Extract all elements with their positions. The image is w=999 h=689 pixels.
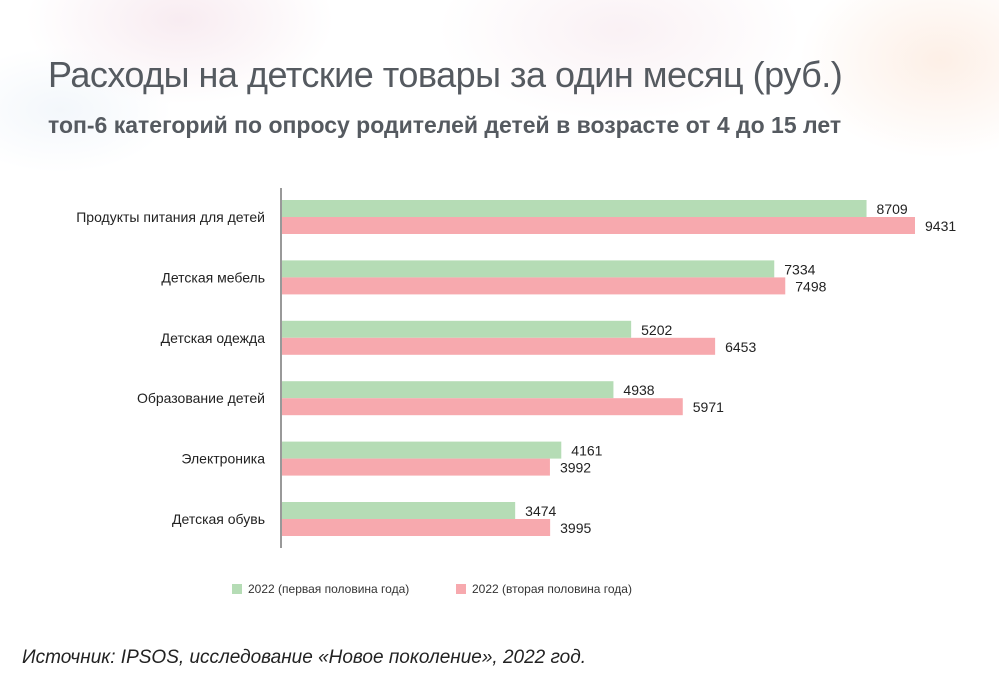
category-label: Образование детей — [137, 390, 265, 406]
bar-series-2 — [282, 398, 683, 416]
bar-series-1 — [282, 441, 562, 459]
category-label: Детская обувь — [172, 511, 265, 527]
legend-swatch-series-2 — [456, 584, 466, 594]
bar-series-1 — [282, 381, 614, 399]
data-label-series-1: 5202 — [641, 322, 672, 338]
legend-item-series-2: 2022 (вторая половина года) — [456, 582, 632, 596]
legend-label-series-2: 2022 (вторая половина года) — [472, 582, 632, 596]
legend: 2022 (первая половина года) 2022 (вторая… — [0, 582, 900, 600]
data-label-series-2: 9431 — [925, 218, 956, 234]
bar-series-2 — [282, 217, 915, 234]
data-label-series-2: 3992 — [560, 460, 591, 476]
category-label: Детская мебель — [161, 269, 265, 285]
data-label-series-1: 4938 — [623, 382, 654, 398]
legend-swatch-series-1 — [232, 584, 242, 594]
data-label-series-2: 5971 — [693, 399, 724, 415]
bar-series-1 — [282, 320, 632, 338]
legend-label-series-1: 2022 (первая половина года) — [248, 582, 410, 596]
bar-series-1 — [282, 260, 775, 278]
category-label: Продукты питания для детей — [76, 209, 265, 225]
category-labels-group: Продукты питания для детей Детская мебель… — [76, 209, 265, 527]
category-label: Электроника — [181, 451, 265, 467]
bar-series-2 — [282, 277, 786, 295]
bar-series-2 — [282, 519, 551, 536]
data-label-series-1: 8709 — [877, 201, 908, 217]
chart-subtitle: топ-6 категорий по опросу родителей дете… — [48, 112, 842, 138]
data-label-series-2: 6453 — [725, 339, 756, 355]
data-label-series-1: 3474 — [525, 503, 556, 519]
data-label-series-1: 4161 — [571, 443, 602, 459]
bar-series-2 — [282, 337, 716, 355]
data-label-series-2: 3995 — [560, 520, 591, 536]
source-note: Источник: IPSOS, исследование «Новое пок… — [22, 647, 587, 668]
bar-series-1 — [282, 502, 516, 519]
data-label-series-1: 7334 — [784, 261, 815, 277]
bars-group — [282, 200, 915, 536]
category-label: Детская одежда — [161, 330, 266, 346]
bar-series-1 — [282, 200, 867, 217]
chart-title: Расходы на детские товары за один месяц … — [48, 54, 843, 95]
legend-item-series-1: 2022 (первая половина года) — [232, 582, 409, 596]
data-label-series-2: 7498 — [795, 278, 826, 294]
bar-series-2 — [282, 458, 550, 476]
